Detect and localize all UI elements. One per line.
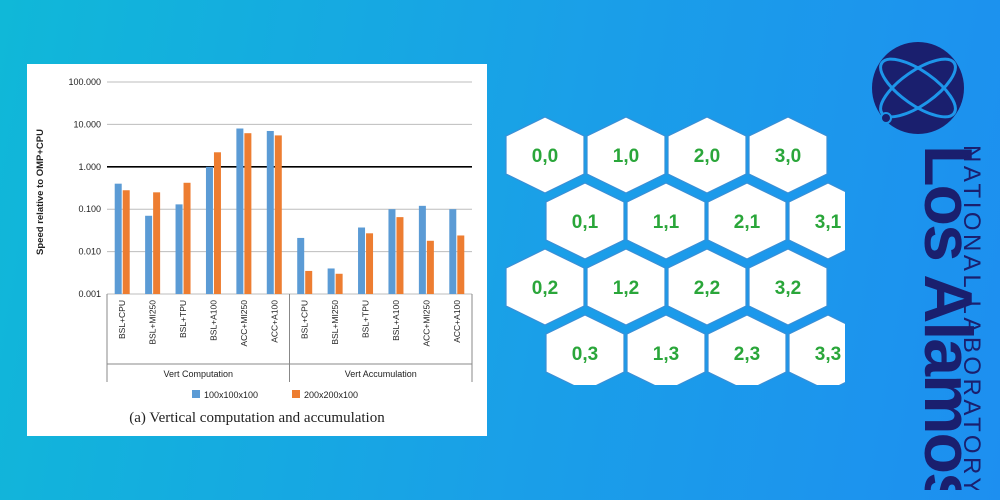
x-tick-label: ACC+MI250: [239, 300, 249, 347]
y-tick-label: 0.001: [78, 289, 101, 299]
hex-cell: [748, 116, 828, 194]
hex-cell: [667, 248, 747, 326]
bar: [145, 215, 153, 294]
bar: [426, 240, 434, 294]
legend-label: 100x100x100: [204, 390, 258, 400]
bar: [335, 273, 343, 294]
hex-cell: [707, 314, 787, 385]
x-tick-label: ACC+MI250: [421, 300, 431, 347]
x-tick-label: BSL+TPU: [361, 300, 371, 338]
bar: [358, 227, 366, 294]
hex-label: 3,3: [815, 344, 841, 365]
group-label: Vert Accumulation: [345, 369, 417, 379]
y-axis-label: Speed relative to OMP+CPU: [35, 129, 46, 255]
hex-cell: [545, 182, 625, 260]
bar-chart: 100.000 10.000 1.000 0.100 0.010 0.001 Speed r…: [35, 77, 473, 400]
hex-cell: [707, 182, 787, 260]
bar: [266, 130, 274, 294]
bar: [213, 152, 221, 294]
legend-label: 200x200x100: [304, 390, 358, 400]
group-label: Vert Computation: [163, 369, 233, 379]
hex-label: 3,0: [775, 146, 801, 167]
y-tick-label: 0.010: [78, 247, 101, 257]
x-tick-label: BSL+TPU: [178, 300, 188, 338]
hex-label: 1,2: [613, 278, 639, 299]
hex-cell: [545, 314, 625, 385]
bar: [396, 217, 404, 294]
y-tick-label: 1.000: [78, 162, 101, 172]
y-tick-label: 100.000: [68, 77, 101, 87]
hex-cell: [586, 248, 666, 326]
hex-cell: [748, 248, 828, 326]
chart-panel: 100.000 10.000 1.000 0.100 0.010 0.001 Speed r…: [27, 64, 487, 436]
hex-label: 1,0: [613, 146, 639, 167]
hex-label: 1,1: [653, 212, 680, 233]
chart-caption: (a) Vertical computation and accumulatio…: [129, 410, 385, 426]
bar: [236, 128, 244, 294]
hex-label: 2,2: [694, 278, 720, 299]
hex-cell: [505, 248, 585, 326]
y-tick-label: 0.100: [78, 204, 101, 214]
hex-label: 0,2: [532, 278, 558, 299]
bar: [205, 166, 213, 294]
bar: [114, 183, 122, 294]
hex-label: 0,1: [572, 212, 599, 233]
x-tick-label: BSL+CPU: [117, 300, 127, 339]
bar: [175, 204, 183, 294]
bar: [305, 270, 313, 294]
bar: [449, 209, 457, 294]
bar: [366, 233, 374, 294]
hex-cell: [626, 182, 706, 260]
globe-icon: [872, 42, 964, 134]
hex-label: 2,1: [734, 212, 761, 233]
bar: [297, 237, 305, 294]
lanl-logo: Los Alamos NATIONAL LABORATORY: [850, 20, 990, 500]
legend-swatch: [192, 390, 200, 398]
x-tick-label: BSL+MI250: [330, 300, 340, 345]
bar: [153, 192, 161, 294]
hex-cell: [788, 314, 845, 385]
logo-subtitle: NATIONAL LABORATORY: [958, 145, 985, 490]
logo-wordmark: Los Alamos: [910, 145, 986, 490]
x-tick-label: ACC+A100: [452, 300, 462, 343]
bar: [327, 268, 335, 294]
bar: [183, 182, 191, 294]
logo-svg: Los Alamos NATIONAL LABORATORY: [872, 42, 986, 500]
hex-label: 1,3: [653, 344, 679, 365]
hex-label: 2,3: [734, 344, 760, 365]
hex-cell: [626, 314, 706, 385]
x-tick-label: BSL+CPU: [300, 300, 310, 339]
hex-label: 0,0: [532, 146, 558, 167]
bar: [122, 190, 130, 294]
bar: [274, 135, 282, 294]
hex-cell: [788, 182, 845, 260]
legend-swatch: [292, 390, 300, 398]
hex-label: 3,2: [775, 278, 801, 299]
x-tick-label: BSL+A100: [208, 300, 218, 341]
x-tick-label: BSL+A100: [391, 300, 401, 341]
y-tick-label: 10.000: [73, 119, 101, 129]
bar: [418, 205, 426, 294]
bar: [457, 235, 465, 294]
hex-grid: 0,0 1,0 2,0 3,0 0,1 1,1 2,1 3,1 0,2 1,2 2,2 3,2 0,3 1…: [505, 116, 845, 385]
x-tick-label: ACC+A100: [269, 300, 279, 343]
hex-cell: [505, 116, 585, 194]
bar: [244, 133, 252, 294]
hex-cell: [667, 116, 747, 194]
hex-cell: [586, 116, 666, 194]
hex-label: 0,3: [572, 344, 598, 365]
bar: [388, 209, 396, 294]
hex-label: 2,0: [694, 146, 720, 167]
x-tick-label: BSL+MI250: [148, 300, 158, 345]
hex-label: 3,1: [815, 212, 842, 233]
